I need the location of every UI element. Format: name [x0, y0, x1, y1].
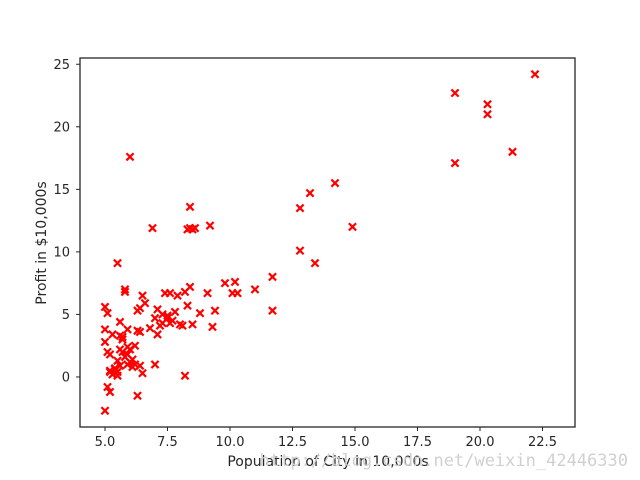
data-point-x-marker — [130, 360, 140, 369]
y-tick-label: 25 — [53, 58, 70, 73]
data-point-x-marker — [128, 355, 137, 364]
watermark-text: http://blog.csdn.net/weixin_42446330 — [260, 451, 628, 471]
data-point-x-marker — [115, 361, 125, 371]
data-point-x-marker — [105, 350, 115, 359]
data-point-x-marker — [220, 278, 230, 288]
data-point-x-marker — [150, 313, 160, 323]
data-point-x-marker — [483, 99, 492, 109]
data-point-x-marker — [125, 152, 135, 162]
data-point-x-marker — [163, 313, 172, 323]
x-tick-label: 22.5 — [528, 435, 557, 450]
data-point-x-marker — [100, 337, 110, 347]
data-point-x-marker — [118, 335, 127, 344]
data-point-x-marker — [295, 246, 305, 256]
x-tick-label: 17.5 — [403, 435, 432, 450]
data-point-x-marker — [508, 147, 517, 157]
data-point-x-marker — [180, 371, 190, 381]
data-point-x-marker — [120, 285, 130, 294]
data-point-x-marker — [330, 178, 340, 188]
data-point-x-marker — [310, 258, 320, 268]
data-point-x-marker — [210, 306, 220, 316]
data-point-x-marker — [268, 272, 277, 282]
data-point-x-marker — [108, 330, 117, 339]
data-point-x-marker — [148, 223, 157, 233]
data-point-x-marker — [133, 326, 142, 336]
plot-frame — [79, 57, 576, 428]
data-point-x-marker — [133, 391, 142, 401]
data-point-x-marker — [185, 202, 195, 212]
data-point-x-marker — [530, 69, 540, 79]
data-point-x-marker — [233, 288, 242, 298]
x-tick-label: 5.0 — [95, 435, 116, 450]
x-tick-label: 10.0 — [216, 435, 245, 450]
y-tick-label: 5 — [62, 308, 70, 323]
x-axis-ticks: 5.0 7.5 10.0 12.5 15.0 17.5 20.0 22.5 — [95, 427, 557, 450]
data-point-x-marker — [150, 360, 160, 369]
data-point-x-marker — [203, 288, 212, 298]
y-axis-label: Profit in $10,000s — [34, 181, 50, 304]
data-point-x-marker — [483, 109, 492, 119]
scatter-points — [100, 69, 540, 416]
data-point-x-marker — [145, 323, 155, 333]
data-point-x-marker — [118, 332, 127, 342]
data-point-x-marker — [120, 287, 130, 297]
data-point-x-marker — [195, 308, 205, 318]
data-point-x-marker — [115, 317, 125, 327]
data-point-x-marker — [100, 302, 110, 312]
data-point-x-marker — [113, 356, 122, 366]
data-point-x-marker — [190, 223, 200, 233]
data-point-x-marker — [113, 258, 122, 268]
data-point-x-marker — [103, 308, 112, 318]
data-point-x-marker — [205, 221, 215, 230]
x-tick-label: 20.0 — [466, 435, 495, 450]
x-tick-label: 7.5 — [157, 435, 178, 450]
data-point-x-marker — [138, 368, 147, 378]
x-tick-label: 15.0 — [341, 435, 370, 450]
data-point-x-marker — [105, 387, 115, 397]
data-point-x-marker — [185, 282, 195, 292]
data-point-x-marker — [103, 382, 112, 392]
y-tick-label: 20 — [53, 120, 70, 135]
x-tick-label: 12.5 — [278, 435, 307, 450]
data-point-x-marker — [208, 322, 217, 332]
data-point-x-marker — [450, 158, 460, 168]
data-point-x-marker — [348, 222, 357, 232]
data-point-x-marker — [100, 406, 110, 416]
data-point-x-marker — [140, 298, 150, 308]
y-axis-ticks: 0 5 10 15 20 25 — [53, 58, 80, 385]
y-tick-label: 15 — [53, 183, 70, 198]
data-point-x-marker — [250, 285, 260, 294]
data-point-x-marker — [110, 363, 120, 373]
data-point-x-marker — [268, 306, 277, 316]
data-point-x-marker — [170, 307, 180, 317]
data-point-x-marker — [123, 325, 132, 334]
data-point-x-marker — [305, 188, 315, 198]
y-tick-label: 10 — [53, 245, 70, 260]
data-point-x-marker — [295, 203, 305, 213]
data-point-x-marker — [115, 345, 125, 354]
data-point-x-marker — [230, 277, 240, 287]
data-point-x-marker — [183, 301, 192, 311]
data-point-x-marker — [175, 320, 185, 329]
data-point-x-marker — [125, 345, 135, 354]
data-point-x-marker — [188, 320, 197, 329]
data-point-x-marker — [153, 305, 162, 314]
x-axis-label: Population of City in 10,000s — [227, 454, 428, 470]
data-point-x-marker — [153, 330, 162, 339]
data-point-x-marker — [450, 88, 460, 98]
data-point-x-marker — [105, 366, 115, 376]
data-point-x-marker — [173, 291, 182, 301]
data-point-x-marker — [138, 291, 147, 301]
data-point-x-marker — [113, 371, 122, 381]
data-point-x-marker — [168, 316, 177, 326]
data-point-x-marker — [100, 325, 110, 334]
data-point-x-marker — [165, 288, 175, 298]
y-tick-label: 0 — [62, 370, 70, 385]
